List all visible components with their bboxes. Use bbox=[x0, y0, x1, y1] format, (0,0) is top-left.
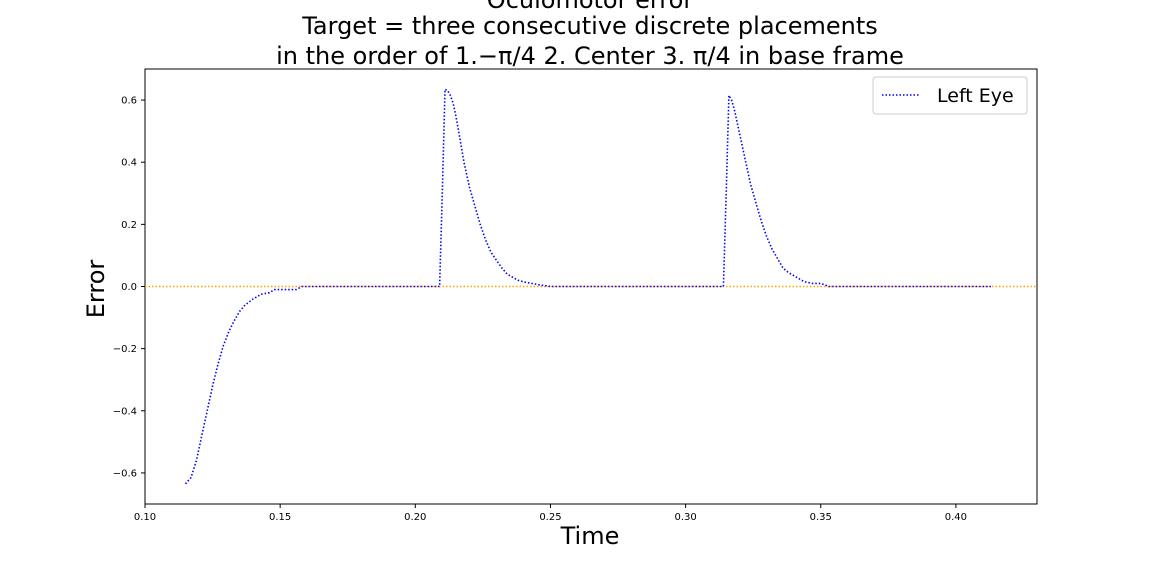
y-tick-label: 0.2 bbox=[121, 220, 137, 231]
legend-label-left-eye: Left Eye bbox=[937, 85, 1014, 107]
x-axis-label: Time bbox=[560, 522, 620, 550]
x-tick-label: 0.35 bbox=[810, 512, 832, 523]
y-tick-label: −0.2 bbox=[113, 344, 137, 355]
x-axis: 0.10 0.15 0.20 0.25 0.30 0.35 0.40 bbox=[134, 504, 967, 523]
legend-box bbox=[872, 76, 1028, 115]
chart-title-line-2: Target = three consecutive discrete plac… bbox=[301, 12, 878, 40]
y-axis: −0.6 −0.4 −0.2 0.0 0.2 0.4 0.6 bbox=[113, 96, 145, 479]
x-tick-label: 0.25 bbox=[539, 512, 561, 523]
chart-title-line-1: Oculomotor error bbox=[487, 0, 694, 14]
x-tick-label: 0.20 bbox=[404, 512, 426, 523]
x-tick-label: 0.40 bbox=[945, 512, 967, 523]
y-tick-label: 0.0 bbox=[121, 282, 137, 293]
y-tick-label: 0.4 bbox=[121, 158, 137, 169]
y-axis-label: Error bbox=[82, 260, 110, 319]
legend: Left Eye bbox=[872, 76, 1028, 115]
y-tick-label: −0.6 bbox=[113, 468, 137, 479]
x-tick-label: 0.30 bbox=[674, 512, 696, 523]
y-tick-label: −0.4 bbox=[113, 406, 137, 417]
x-tick-label: 0.15 bbox=[269, 512, 291, 523]
chart-title-line-3: in the order of 1.−π/4 2. Center 3. π/4 … bbox=[276, 42, 904, 70]
x-tick-label: 0.10 bbox=[134, 512, 156, 523]
y-tick-label: 0.6 bbox=[121, 96, 137, 107]
chart-title: Oculomotor error Target = three consecut… bbox=[276, 0, 904, 70]
